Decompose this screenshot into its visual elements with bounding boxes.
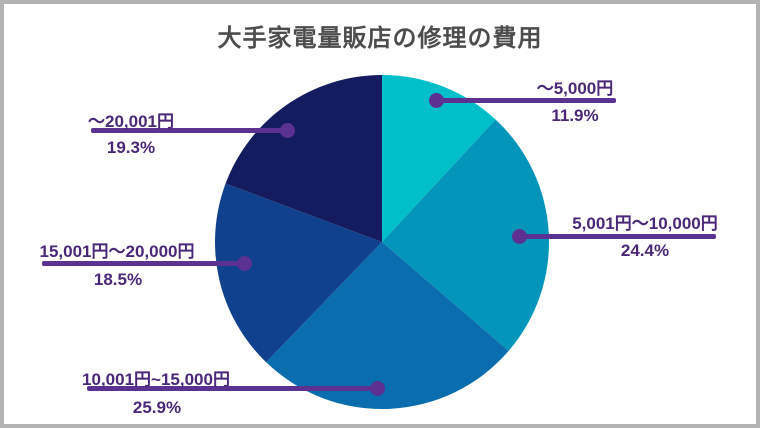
leader-line — [436, 98, 616, 103]
leader-dot — [512, 229, 527, 244]
pie-slice-4 — [225, 75, 382, 242]
segment-percentage: 18.5% — [93, 270, 143, 289]
segment-label: 5,001円～10,000円 — [572, 214, 718, 233]
pie-slice-1 — [382, 119, 550, 351]
pie-slice-0 — [382, 75, 496, 242]
leader-dot — [429, 93, 444, 108]
segment-percentage: 25.9% — [132, 398, 182, 417]
pie-chart — [215, 75, 550, 410]
segment-label: ～20,001円 — [88, 112, 174, 131]
leader-line — [519, 234, 716, 239]
segment-label: 15,001円～20,000円 — [39, 242, 195, 261]
leader-line — [91, 128, 287, 133]
segment-percentage: 11.9% — [551, 106, 599, 125]
pie-chart-svg — [215, 75, 550, 410]
leader-dot — [370, 381, 385, 396]
leader-line — [87, 386, 377, 391]
leader-dot — [237, 256, 252, 271]
chart-title: 大手家電量販店の修理の費用 — [217, 25, 543, 52]
leader-line — [42, 261, 244, 266]
segment-percentage: 19.3% — [106, 138, 156, 157]
pie-slice-3 — [215, 183, 382, 363]
segment-label: 10,001円~15,000円 — [82, 370, 230, 389]
segment-percentage: 24.4% — [620, 241, 670, 260]
segment-label: ～5,000円 — [536, 79, 614, 98]
leader-dot — [280, 123, 295, 138]
pie-slice-2 — [266, 242, 509, 410]
